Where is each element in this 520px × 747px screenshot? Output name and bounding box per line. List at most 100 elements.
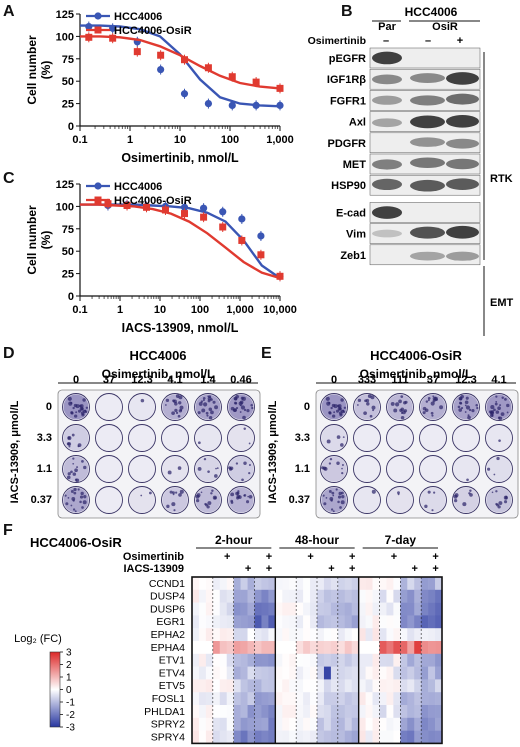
heatmap-cell	[310, 730, 318, 744]
chart-a-point	[228, 101, 236, 109]
plate-e-colony	[372, 409, 375, 412]
plate-e-colony	[404, 400, 408, 404]
chart-c-y-label-line1: Cell number	[25, 205, 39, 275]
group-emt: EMT	[490, 297, 514, 309]
plate-e-colony	[490, 410, 494, 414]
heatmap-cell	[192, 692, 200, 706]
plate-d-colony	[248, 494, 253, 499]
heatmap-cell	[379, 577, 387, 591]
chart-a-point	[157, 51, 165, 59]
heatmap-cell	[296, 653, 304, 667]
heatmap-cell	[317, 679, 325, 693]
plate-e-well-stain	[321, 456, 347, 482]
plate-d-well-stain	[63, 487, 89, 513]
heatmap-title: HCC4006-OsiR	[30, 535, 122, 550]
heatmap-cell	[435, 692, 443, 706]
chart-c-point	[257, 251, 265, 259]
plate-e-well-stain	[486, 487, 512, 513]
heatmap-cell	[428, 641, 436, 655]
heatmap-cell	[296, 577, 304, 591]
plate-d-colony	[202, 396, 206, 400]
heatmap-cell	[379, 730, 387, 744]
heatmap-cell	[282, 628, 290, 642]
plate-e-col-label: 12.3	[455, 374, 476, 386]
plate-d-colony	[79, 406, 84, 411]
chart-c-x-tick-label: 1,000	[226, 304, 254, 316]
heatmap-cell	[317, 717, 325, 731]
heatmap-cell	[212, 577, 221, 591]
heatmap-cell	[254, 577, 262, 591]
plate-d-colony	[175, 411, 179, 415]
heatmap-cell	[414, 666, 422, 680]
heatmap-cell	[317, 692, 325, 706]
chart-a-x-tick-label: 0.1	[72, 134, 87, 146]
heatmap-cell	[330, 717, 339, 731]
chart-a-x-label: Osimertinib, nmol/L	[121, 151, 239, 165]
heatmap-cell	[219, 577, 228, 591]
plate-e-colony	[331, 403, 336, 408]
heatmap-cell	[428, 679, 436, 693]
heatmap-cell	[400, 692, 408, 706]
heatmap-cell	[400, 730, 408, 744]
plate-d-well-stain	[196, 426, 221, 451]
heatmap-cell	[317, 653, 325, 667]
heatmap-cell	[296, 692, 304, 706]
heatmap-cell	[261, 730, 269, 744]
heatmap-cell	[414, 692, 422, 706]
heatmap-cell	[330, 589, 339, 603]
heatmap-cell	[365, 679, 373, 693]
chart-c-y-label: Cell number(%)	[25, 205, 53, 275]
band-label: pEGFR	[329, 53, 366, 65]
plate-d-well-stain	[130, 395, 155, 420]
heatmap-cell	[198, 615, 207, 629]
heatmap-cell	[240, 628, 248, 642]
plate-e-colony	[331, 491, 335, 495]
heatmap-cell	[303, 602, 311, 616]
heatmap-cell	[219, 653, 228, 667]
heatmap-cell	[226, 602, 234, 616]
heatmap-cell	[379, 705, 387, 719]
plate-d-well-stain	[228, 487, 254, 513]
plate-e-col-label: 0	[331, 374, 337, 386]
gene-label: DUSP4	[150, 591, 185, 603]
band-label: HSP90	[331, 180, 366, 192]
plate-d-colony	[239, 404, 242, 407]
blot-band	[410, 137, 445, 147]
heatmap-cell	[330, 615, 339, 629]
heatmap-cell	[192, 602, 200, 616]
plate-e-colony	[340, 398, 344, 402]
plate-e-colony	[467, 414, 470, 417]
chart-a-y-label-line2: (%)	[39, 61, 53, 80]
heatmap-cell	[386, 730, 394, 744]
heatmap-cell	[219, 717, 228, 731]
plate-e-well	[353, 455, 381, 483]
plate-d-colony	[250, 403, 253, 407]
heatmap-cell	[310, 653, 318, 667]
plate-d-well-stain	[228, 456, 254, 482]
heatmap-cell	[261, 602, 269, 616]
heatmap-cell	[372, 717, 380, 731]
plate-d-colony	[195, 499, 200, 503]
heatmap-cell	[303, 692, 311, 706]
heatmap-cell	[254, 641, 262, 655]
plate-d-colony	[72, 406, 75, 410]
heatmap-cell	[219, 628, 228, 642]
plate-d-well	[194, 486, 222, 514]
blot-strip	[369, 132, 481, 154]
heatmap-cell	[289, 577, 297, 591]
heatmap-cell	[351, 666, 359, 680]
heatmap-cell	[268, 653, 276, 667]
heatmap-cell	[212, 653, 221, 667]
heatmap-cell	[282, 602, 290, 616]
osi-sign: +	[224, 551, 230, 563]
heatmap-cell	[337, 615, 346, 629]
plate-d-colony	[81, 459, 84, 463]
gene-label: EPHA4	[151, 642, 186, 654]
plate-d-colony	[208, 407, 213, 411]
plate-d-colony	[71, 433, 75, 437]
plate-e-colony	[460, 394, 464, 399]
plate-e-well-stain	[387, 487, 413, 513]
plate-e-colony	[322, 466, 327, 471]
osi-sign: +	[307, 551, 313, 563]
heatmap-cell	[261, 717, 269, 731]
